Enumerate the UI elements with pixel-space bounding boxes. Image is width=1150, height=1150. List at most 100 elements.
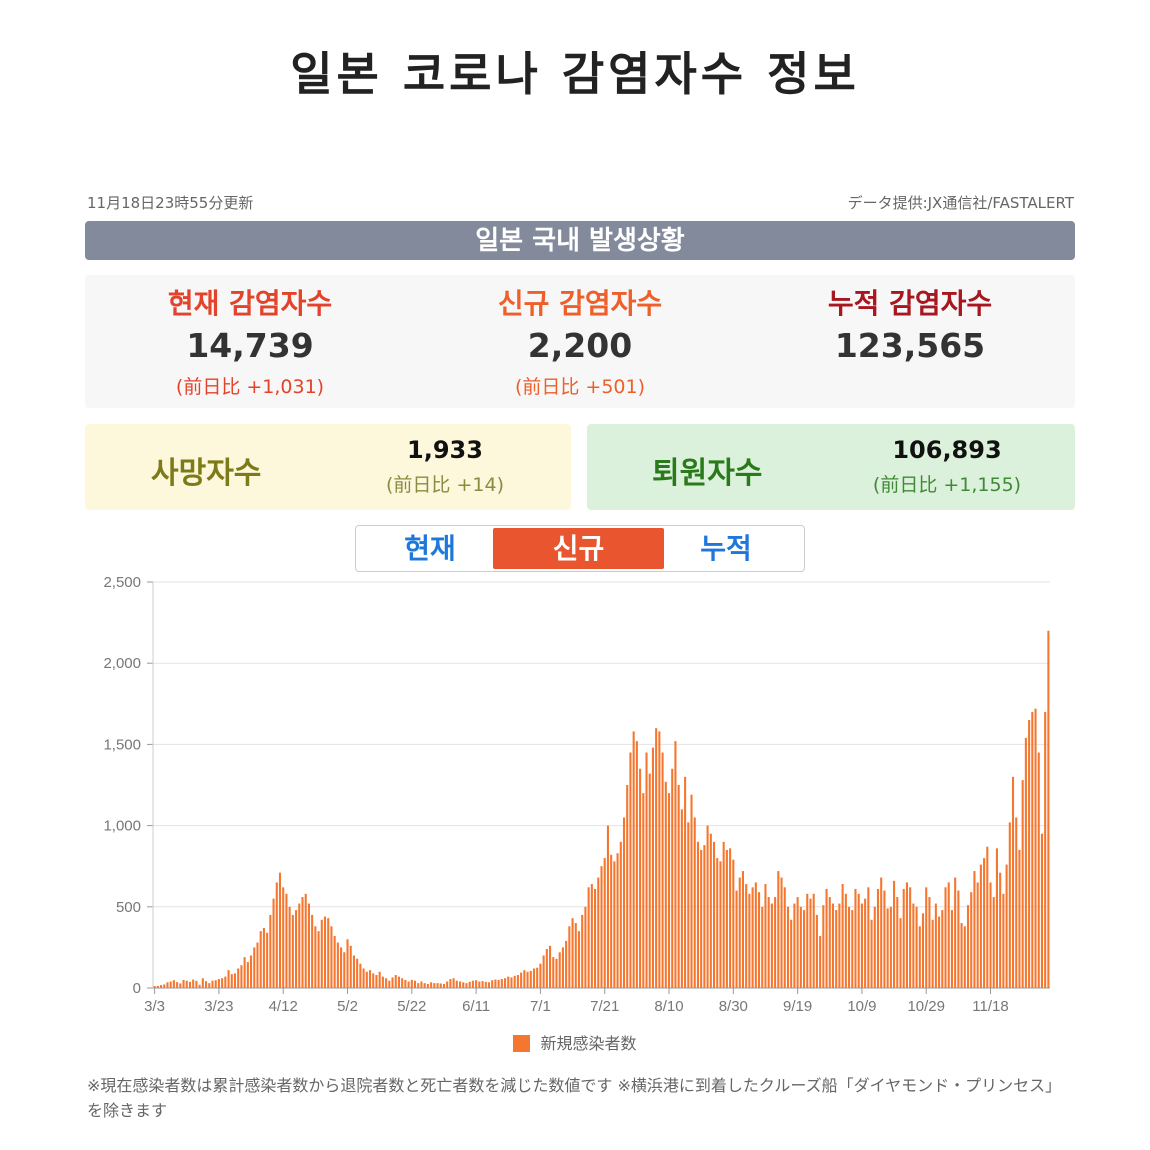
chart-bar — [436, 983, 439, 988]
chart-bar — [176, 982, 179, 988]
chart-bar — [217, 979, 220, 988]
chart-bar — [642, 793, 645, 988]
chart-bar — [944, 887, 947, 988]
chart-bar — [754, 882, 757, 988]
chart-bar — [706, 825, 709, 988]
chart-bar — [648, 773, 651, 988]
chart-bar — [381, 976, 384, 988]
chart-bar — [783, 887, 786, 988]
chart-bar — [886, 908, 889, 988]
chart-bar — [214, 980, 217, 988]
x-tick-label: 7/1 — [530, 998, 551, 1015]
tab-new[interactable]: 신규 — [493, 528, 664, 569]
chart-bar — [227, 970, 230, 988]
tab-current[interactable]: 현재 — [404, 532, 456, 565]
chart-bar — [423, 983, 426, 988]
chart-bar — [931, 919, 934, 988]
chart-bar — [1005, 864, 1008, 988]
chart-bar — [1037, 752, 1040, 988]
tab-total[interactable]: 누적 — [700, 532, 752, 565]
chart-bar — [529, 970, 532, 988]
chart-bar — [192, 979, 195, 988]
chart-bar — [597, 877, 600, 988]
chart-bar — [539, 963, 542, 988]
chart-bar — [774, 897, 777, 988]
chart-bar — [224, 976, 227, 988]
chart-bar — [481, 981, 484, 988]
deaths-label: 사망자수 — [151, 456, 262, 491]
chart-bar — [323, 916, 327, 988]
chart-bar — [909, 887, 912, 988]
chart-bar — [307, 903, 310, 988]
page-title: 일본 코로나 감염자수 정보 — [290, 47, 860, 101]
chart-bar — [462, 982, 465, 988]
chart-bar — [815, 914, 818, 988]
chart-bar — [568, 926, 571, 988]
chart-bar — [899, 918, 902, 988]
chart-bar — [532, 968, 536, 988]
chart-bar — [301, 897, 304, 988]
chart-bar — [729, 848, 732, 988]
chart-bar — [655, 728, 658, 988]
chart-bar — [497, 979, 500, 988]
chart-bar — [986, 846, 989, 988]
chart-bar — [385, 978, 388, 988]
chart-bar — [153, 986, 156, 988]
recovered-label: 퇴원자수 — [652, 456, 763, 491]
chart-bar — [240, 965, 243, 988]
legend-swatch — [513, 1035, 531, 1052]
chart-bar — [221, 978, 224, 988]
chart-bar — [365, 971, 368, 988]
chart-bar — [767, 897, 770, 988]
chart-bar — [471, 980, 474, 988]
chart-bar — [857, 893, 860, 988]
chart-bar — [291, 914, 294, 988]
chart-bar — [812, 893, 815, 988]
chart-bar — [195, 980, 198, 988]
chart-bar — [671, 768, 674, 988]
chart-bar — [500, 979, 503, 988]
chart-bar — [304, 893, 307, 988]
stat-total-label: 누적 감염자수 — [827, 287, 993, 320]
chart-bar — [458, 981, 462, 988]
chart-bar — [790, 919, 793, 988]
chart-bar — [803, 910, 806, 988]
chart-bar — [452, 978, 455, 988]
chart-bar — [1011, 776, 1015, 988]
chart-bar — [378, 971, 381, 988]
chart-tabs: 현재 신규 누적 — [355, 525, 805, 572]
chart-bar — [523, 970, 526, 988]
x-tick-label: 6/11 — [462, 998, 490, 1015]
chart-bar — [275, 882, 278, 988]
chart-bar — [645, 752, 648, 988]
deaths-value: 1,933 — [407, 436, 483, 464]
chart-bar — [561, 947, 564, 988]
chart-bar — [838, 903, 841, 988]
x-tick-label: 7/21 — [590, 998, 619, 1015]
chart-bar — [793, 903, 796, 988]
chart-bar — [526, 971, 529, 988]
chart-bar — [577, 931, 581, 988]
recovered-diff: (前日比 +1,155) — [872, 474, 1022, 496]
chart-bar — [362, 968, 365, 988]
x-tick-label: 5/22 — [397, 998, 426, 1015]
chart-bar — [1031, 711, 1034, 988]
x-tick-label: 9/19 — [783, 998, 812, 1015]
chart-bar — [372, 973, 375, 988]
chart-bar — [243, 957, 246, 988]
x-tick-label: 5/2 — [337, 998, 358, 1015]
chart-bar — [703, 845, 706, 988]
chart-bar — [156, 985, 159, 988]
chart-bar — [976, 882, 979, 988]
chart-bar — [536, 967, 539, 988]
chart-bar — [185, 980, 188, 988]
chart-bar — [565, 940, 568, 988]
chart-bar — [475, 980, 478, 988]
chart-bar — [311, 914, 314, 988]
chart-bar — [230, 974, 233, 988]
chart-bar — [712, 841, 716, 988]
chart-bar — [806, 893, 809, 988]
chart-bar — [253, 947, 256, 988]
chart-bar — [889, 906, 892, 988]
stat-new-diff: (前日比 +501) — [514, 376, 646, 398]
